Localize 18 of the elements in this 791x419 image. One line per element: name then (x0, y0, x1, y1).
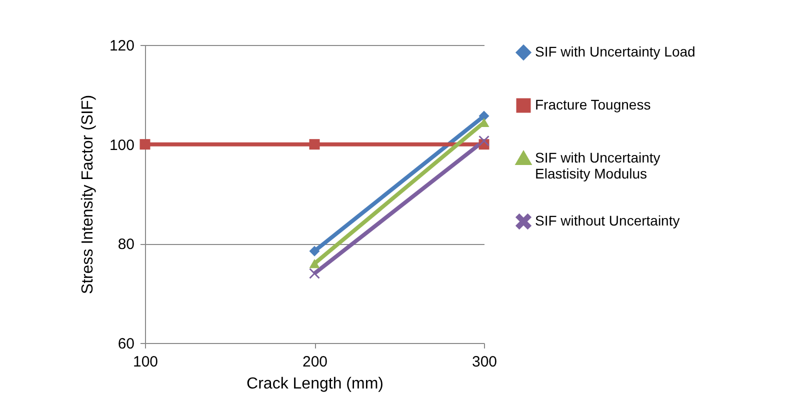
x-axis-title: Crack Length (mm) (246, 376, 384, 392)
point (309, 268, 320, 279)
x-tick-label: 200 (302, 354, 328, 370)
point (309, 139, 320, 150)
y-tick-label: 60 (118, 336, 134, 352)
point (478, 136, 490, 146)
point (309, 246, 320, 256)
legend-label: SIF with Uncertainty Load (535, 44, 696, 60)
y-tick-label: 120 (109, 38, 134, 54)
legend-label: SIF with Uncertainty Elastisity Modulus (535, 150, 660, 182)
point (140, 139, 150, 150)
y-tick-label: 100 (109, 136, 134, 154)
y-tick-label: 80 (118, 236, 134, 254)
x-tick-label: 300 (472, 354, 498, 370)
y-axis-title: Stress Intensity Factor (SIF) (79, 94, 96, 294)
legend-label: Fracture Tougness (535, 96, 651, 112)
x-tick-label: 100 (132, 354, 158, 370)
legend-label: SIF without Uncertainty (535, 212, 680, 228)
